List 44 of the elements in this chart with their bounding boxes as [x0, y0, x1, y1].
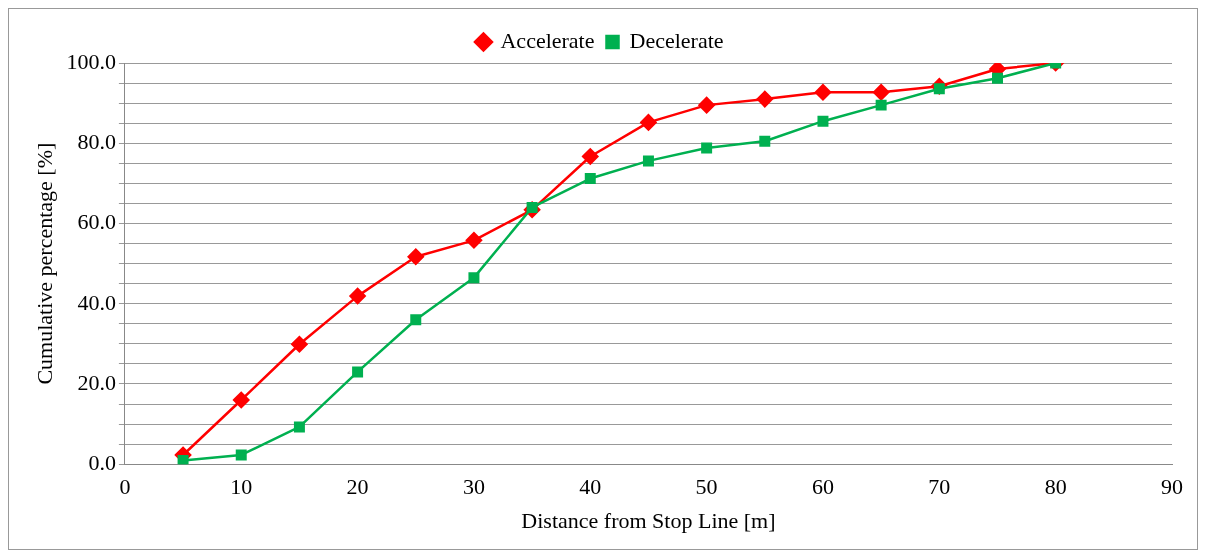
y-tick-label: 40.0 [77, 289, 116, 315]
x-tick-label: 20 [346, 474, 369, 500]
point [701, 142, 713, 154]
point [756, 90, 774, 108]
point [814, 84, 832, 101]
x-tick-label: 80 [1044, 474, 1067, 500]
point [177, 455, 189, 465]
point [642, 155, 654, 167]
x-tick-label: 50 [695, 474, 718, 500]
x-tick-label: 40 [579, 474, 602, 500]
y-tick-label: 0.0 [88, 449, 116, 475]
point [293, 421, 305, 433]
point [759, 135, 771, 147]
x-tick-label: 10 [230, 474, 253, 500]
point [640, 114, 657, 131]
point [584, 173, 596, 185]
y-tick-label: 20.0 [77, 369, 116, 395]
point [698, 96, 715, 114]
point [817, 115, 829, 127]
point [410, 314, 422, 326]
point [235, 449, 247, 461]
x-axis-title: Distance from Stop Line [m] [521, 507, 776, 533]
legend-label: Accelerate [500, 27, 595, 53]
x-tick-label: 90 [1161, 474, 1183, 500]
x-tick-label: 70 [928, 474, 951, 500]
y-tick-label: 80.0 [77, 129, 116, 155]
point [349, 287, 366, 305]
point [465, 232, 483, 249]
point [232, 391, 250, 409]
point [991, 72, 1003, 84]
point [352, 366, 364, 378]
point [875, 99, 887, 111]
legend-label: Decelerate [629, 27, 724, 53]
y-tick-label: 60.0 [77, 209, 116, 235]
x-tick-label: 60 [811, 474, 834, 500]
point [468, 272, 480, 284]
point [872, 84, 890, 101]
point [407, 248, 425, 266]
point [582, 148, 599, 165]
point [291, 335, 308, 353]
x-tick-label: 0 [119, 474, 131, 500]
x-tick-label: 30 [462, 474, 485, 500]
y-axis-title: Cumulative percentage [%] [31, 142, 57, 385]
y-tick-label: 100.0 [66, 48, 116, 74]
